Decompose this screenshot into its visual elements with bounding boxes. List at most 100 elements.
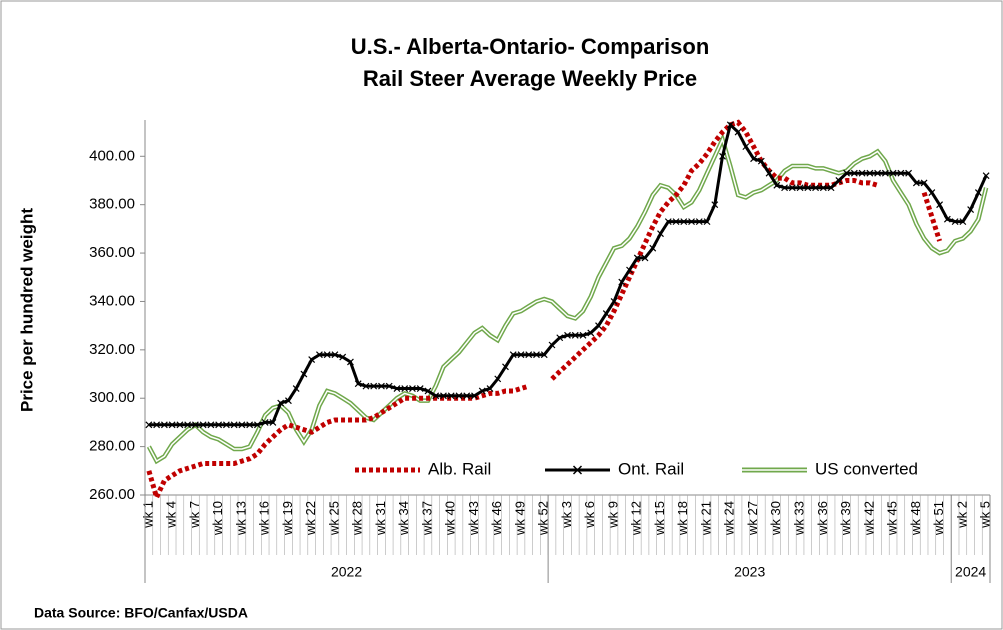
x-tick-label: wk 16 bbox=[257, 501, 272, 536]
x-tick-label: wk 48 bbox=[908, 501, 923, 536]
point-marker bbox=[556, 334, 564, 342]
point-marker bbox=[471, 392, 478, 400]
x-tick-label: wk 45 bbox=[885, 501, 900, 536]
point-marker bbox=[215, 421, 223, 429]
point-marker bbox=[533, 351, 540, 359]
point-marker bbox=[153, 421, 161, 429]
x-tick-label: wk 34 bbox=[396, 501, 411, 536]
point-marker bbox=[618, 278, 626, 286]
point-marker bbox=[943, 215, 951, 223]
point-marker bbox=[145, 421, 153, 429]
point-marker bbox=[362, 382, 370, 390]
point-marker bbox=[416, 385, 424, 392]
point-marker bbox=[385, 382, 393, 390]
x-tick-label: wk 6 bbox=[582, 501, 597, 529]
point-marker bbox=[323, 351, 331, 359]
point-marker bbox=[339, 353, 347, 361]
x-tick-label: wk 40 bbox=[443, 501, 458, 536]
x-tick-label: wk 52 bbox=[536, 501, 551, 536]
x-tick-label: wk 28 bbox=[350, 501, 365, 536]
point-marker bbox=[331, 351, 339, 359]
point-marker bbox=[843, 169, 851, 177]
point-marker bbox=[881, 169, 889, 177]
point-marker bbox=[494, 375, 502, 383]
point-marker bbox=[308, 356, 316, 363]
point-marker bbox=[726, 121, 734, 129]
point-marker bbox=[920, 179, 928, 187]
x-tick-label: wk 24 bbox=[722, 501, 737, 536]
point-marker bbox=[928, 189, 936, 197]
y-tick-label: 340.00 bbox=[89, 292, 135, 309]
point-marker bbox=[672, 218, 680, 226]
point-marker bbox=[347, 358, 354, 366]
source-note: Data Source: BFO/Canfax/USDA bbox=[34, 605, 248, 621]
year-label: 2022 bbox=[331, 564, 362, 580]
x-tick-label: wk 13 bbox=[233, 501, 248, 536]
y-axis-label: Price per hundred weight bbox=[17, 208, 36, 412]
point-marker bbox=[835, 177, 843, 184]
point-marker bbox=[664, 218, 672, 226]
point-marker bbox=[649, 244, 657, 252]
y-tick-label: 260.00 bbox=[89, 486, 135, 503]
point-marker bbox=[525, 351, 533, 359]
point-marker bbox=[168, 421, 176, 429]
x-tick-label: wk 1 bbox=[140, 501, 155, 529]
year-label: 2024 bbox=[955, 564, 986, 580]
point-marker bbox=[719, 152, 726, 160]
point-marker bbox=[757, 157, 765, 165]
point-marker bbox=[401, 385, 409, 392]
x-tick-label: wk 15 bbox=[652, 501, 667, 536]
legend-label: US converted bbox=[815, 459, 918, 478]
point-marker bbox=[160, 421, 168, 429]
point-marker bbox=[773, 181, 781, 189]
point-marker bbox=[804, 184, 812, 192]
x-tick-label: wk 51 bbox=[931, 501, 946, 536]
chart-title: U.S.- Alberta-Ontario- Comparison bbox=[351, 34, 710, 59]
point-marker bbox=[587, 329, 595, 337]
x-tick-label: wk 12 bbox=[629, 501, 644, 536]
point-marker bbox=[277, 399, 285, 407]
point-marker bbox=[812, 184, 819, 192]
point-marker bbox=[409, 385, 416, 392]
x-tick-label: wk 21 bbox=[698, 501, 713, 536]
x-tick-label: wk 3 bbox=[559, 501, 574, 529]
point-marker bbox=[564, 331, 571, 339]
point-marker bbox=[688, 218, 695, 226]
x-tick-label: wk 39 bbox=[838, 501, 853, 536]
point-marker bbox=[540, 351, 548, 359]
x-tick-label: wk 36 bbox=[815, 501, 830, 536]
x-tick-label: wk 43 bbox=[466, 501, 481, 536]
x-tick-label: wk 27 bbox=[745, 501, 760, 536]
x-tick-label: wk 18 bbox=[675, 501, 690, 536]
point-marker bbox=[967, 206, 975, 213]
point-marker bbox=[478, 387, 486, 395]
y-tick-label: 380.00 bbox=[89, 196, 135, 213]
point-marker bbox=[796, 184, 804, 192]
point-marker bbox=[742, 143, 750, 151]
point-marker bbox=[657, 230, 664, 238]
point-marker bbox=[897, 169, 905, 177]
x-tick-label: wk 2 bbox=[954, 501, 969, 529]
x-tick-label: wk 46 bbox=[489, 501, 504, 536]
point-marker bbox=[424, 387, 432, 395]
point-marker bbox=[579, 331, 587, 339]
point-marker bbox=[905, 169, 913, 177]
point-marker bbox=[936, 201, 944, 209]
point-marker bbox=[378, 382, 385, 390]
point-marker bbox=[548, 341, 556, 349]
point-marker bbox=[440, 392, 447, 400]
y-tick-label: 320.00 bbox=[89, 341, 135, 358]
point-marker bbox=[765, 169, 773, 177]
point-marker bbox=[447, 392, 455, 400]
point-marker bbox=[246, 421, 254, 429]
point-marker bbox=[703, 218, 711, 226]
point-marker bbox=[463, 392, 471, 400]
point-marker bbox=[695, 218, 703, 226]
point-marker bbox=[788, 184, 796, 192]
legend-label: Ont. Rail bbox=[618, 459, 684, 478]
x-tick-label: wk 49 bbox=[512, 501, 527, 536]
point-marker bbox=[633, 254, 641, 262]
x-tick-label: wk 25 bbox=[326, 501, 341, 536]
point-marker bbox=[432, 392, 440, 400]
point-marker bbox=[982, 172, 990, 180]
